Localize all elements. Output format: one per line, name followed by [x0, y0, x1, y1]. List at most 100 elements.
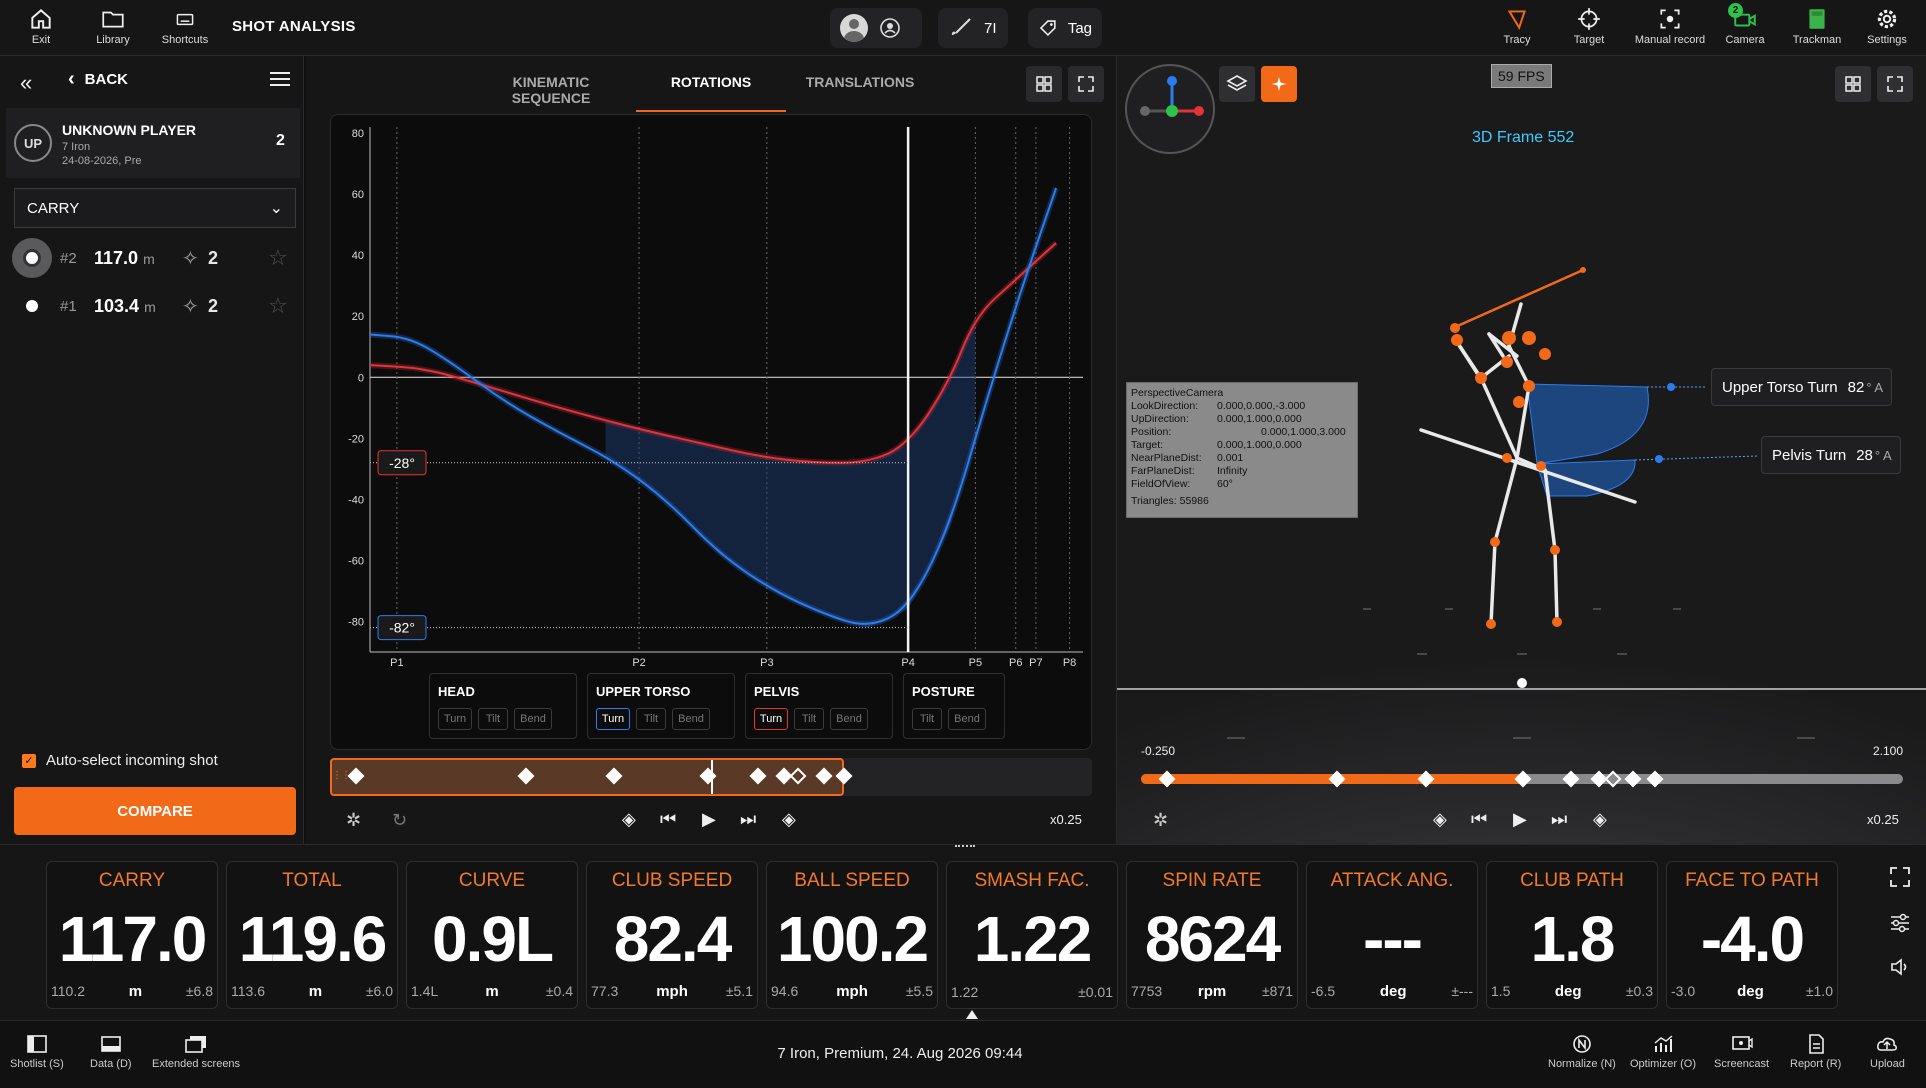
- metric-card[interactable]: TOTAL 119.6 113.6 m ±6.0: [226, 861, 398, 1009]
- sort-metric-dropdown[interactable]: CARRY ⌄: [14, 188, 296, 228]
- skeleton-toggle-button[interactable]: [1261, 66, 1297, 102]
- head-turn-toggle[interactable]: Turn: [438, 708, 472, 730]
- head-tilt-toggle[interactable]: Tilt: [478, 708, 508, 730]
- metrics-fullscreen-icon[interactable]: [1888, 865, 1912, 894]
- settings-button[interactable]: Settings: [1852, 6, 1922, 52]
- skip-back-icon[interactable]: ⏮: [660, 809, 677, 829]
- skip-forward-icon[interactable]: ⏭: [1551, 809, 1568, 829]
- trackman-button[interactable]: Trackman: [1782, 6, 1852, 52]
- tab-translations[interactable]: TRANSLATIONS: [805, 74, 915, 90]
- metric-value: 117.0: [58, 903, 208, 975]
- camera-button[interactable]: Camera 2: [1710, 3, 1780, 52]
- pelvis-bend-toggle[interactable]: Bend: [830, 708, 868, 730]
- next-phase-icon[interactable]: ◈: [1593, 809, 1607, 829]
- auto-sync-icon[interactable]: ✲: [346, 810, 362, 830]
- player-card[interactable]: UP UNKNOWN PLAYER 7 Iron 24-08-2026, Pre…: [6, 108, 300, 178]
- metric-card[interactable]: SPIN RATE 8624 7753 rpm ±871: [1126, 861, 1298, 1009]
- upload-button[interactable]: Upload: [1870, 1033, 1905, 1070]
- shotlist-button[interactable]: Shotlist (S): [10, 1033, 64, 1070]
- metric-card[interactable]: BALL SPEED 100.2 94.6 mph ±5.5: [766, 861, 938, 1009]
- skip-back-icon[interactable]: ⏮: [1471, 809, 1488, 829]
- speaker-icon[interactable]: [1888, 955, 1912, 984]
- posture-bend-toggle[interactable]: Bend: [948, 708, 986, 730]
- reset-icon[interactable]: ↻: [392, 810, 408, 830]
- playhead[interactable]: [711, 760, 713, 794]
- report-button[interactable]: Report (R): [1790, 1033, 1841, 1070]
- head-bend-toggle[interactable]: Bend: [514, 708, 552, 730]
- metric-card[interactable]: CLUB SPEED 82.4 77.3 mph ±5.1: [586, 861, 758, 1009]
- shortcuts-button[interactable]: Shortcuts: [150, 6, 220, 52]
- next-phase-icon[interactable]: ◈: [782, 809, 796, 829]
- metric-card[interactable]: CARRY 117.0 110.2 m ±6.8: [46, 861, 218, 1009]
- grid-layout-button[interactable]: [1026, 66, 1062, 102]
- target-button[interactable]: Target: [1554, 6, 1624, 52]
- pelvis-turn-toggle[interactable]: Turn: [754, 708, 788, 730]
- metric-unit: mph: [656, 983, 688, 1000]
- view-fullscreen-button[interactable]: [1877, 66, 1913, 102]
- orientation-gizmo[interactable]: [1125, 64, 1215, 154]
- star-icon[interactable]: ☆: [268, 293, 288, 318]
- auto-sync-icon[interactable]: ✲: [1153, 810, 1169, 830]
- extended-screens-button[interactable]: Extended screens: [152, 1033, 240, 1070]
- play-icon[interactable]: ▶: [1513, 809, 1527, 829]
- collapse-panel-icon[interactable]: «: [20, 70, 33, 95]
- normalize-button[interactable]: Normalize (N): [1548, 1033, 1616, 1070]
- tab-kinematic-sequence[interactable]: KINEMATIC SEQUENCE: [511, 74, 591, 106]
- layers-button[interactable]: [1219, 66, 1255, 102]
- shot-row[interactable]: #2 117.0 m ✧ 2 ☆: [6, 236, 300, 280]
- collapse-arrow-icon[interactable]: [966, 1010, 978, 1019]
- pelvis-tilt-toggle[interactable]: Tilt: [794, 708, 824, 730]
- data-button[interactable]: Data (D): [90, 1033, 132, 1070]
- metric-card[interactable]: ATTACK ANG. --- -6.5 deg ±---: [1306, 861, 1478, 1009]
- phase-label: P5: [969, 657, 982, 669]
- player-switch[interactable]: [830, 8, 922, 48]
- 3d-scene[interactable]: [1117, 56, 1926, 844]
- skip-forward-icon[interactable]: ⏭: [740, 809, 757, 829]
- metric-card[interactable]: SMASH FAC. 1.22 1.22 ±0.01: [946, 861, 1118, 1009]
- frame-label: 3D Frame 552: [1472, 129, 1575, 146]
- tag-button[interactable]: Tag: [1028, 8, 1102, 48]
- fullscreen-button[interactable]: [1068, 66, 1104, 102]
- resize-handle-icon[interactable]: [955, 845, 975, 851]
- metric-value: ---: [1363, 903, 1423, 975]
- shot-value: 117.0 m: [94, 247, 155, 268]
- timeline-selection[interactable]: [330, 758, 844, 796]
- back-button[interactable]: ‹ BACK: [68, 68, 128, 91]
- screencast-button[interactable]: Screencast: [1714, 1033, 1769, 1070]
- upper-torso-bend-toggle[interactable]: Bend: [672, 708, 710, 730]
- shot-row[interactable]: #1 103.4 m ✧ 2 ☆: [6, 284, 300, 328]
- home-icon: [31, 9, 51, 29]
- library-button[interactable]: Library: [78, 6, 148, 52]
- chart-timeline[interactable]: ⋮⋮: [330, 758, 1092, 796]
- upper-torso-turn-toggle[interactable]: Turn: [596, 708, 630, 730]
- drag-handle-icon[interactable]: ⋮⋮: [332, 770, 351, 781]
- sliders-icon[interactable]: [1888, 911, 1912, 940]
- metric-label: BALL SPEED: [794, 870, 910, 891]
- play-icon[interactable]: ▶: [702, 809, 716, 829]
- view-grid-button[interactable]: [1835, 66, 1871, 102]
- tab-rotations[interactable]: ROTATIONS: [636, 74, 786, 112]
- metric-card[interactable]: CLUB PATH 1.8 1.5 deg ±0.3: [1486, 861, 1658, 1009]
- compare-button[interactable]: COMPARE: [14, 787, 296, 835]
- playback-speed[interactable]: x0.25: [1050, 812, 1082, 827]
- metric-card[interactable]: FACE TO PATH -4.0 -3.0 deg ±1.0: [1666, 861, 1838, 1009]
- metric-deviation: ±5.1: [725, 983, 753, 999]
- star-icon[interactable]: ☆: [268, 245, 288, 270]
- playback-speed[interactable]: x0.25: [1867, 812, 1899, 827]
- data-panel-icon: [100, 1036, 121, 1052]
- auto-select-checkbox[interactable]: ✓ Auto-select incoming shot: [22, 752, 218, 769]
- view-timeline[interactable]: [1141, 770, 1903, 788]
- manual-record-button[interactable]: Manual record: [1632, 6, 1708, 52]
- camera-info-overlay: PerspectiveCamera LookDirection: 0.000,0.…: [1126, 382, 1358, 518]
- prev-phase-icon[interactable]: ◈: [622, 809, 636, 829]
- menu-icon[interactable]: [270, 72, 290, 86]
- metric-card[interactable]: CURVE 0.9L 1.4L m ±0.4: [406, 861, 578, 1009]
- club-select[interactable]: 7I: [938, 8, 1008, 48]
- prev-phase-icon[interactable]: ◈: [1433, 809, 1447, 829]
- camera-info-key: Target:: [1131, 439, 1164, 451]
- posture-tilt-toggle[interactable]: Tilt: [912, 708, 942, 730]
- tracy-button[interactable]: Tracy: [1482, 6, 1552, 52]
- optimizer-button[interactable]: Optimizer (O): [1630, 1033, 1696, 1070]
- exit-button[interactable]: Exit: [6, 6, 76, 52]
- upper-torso-tilt-toggle[interactable]: Tilt: [636, 708, 666, 730]
